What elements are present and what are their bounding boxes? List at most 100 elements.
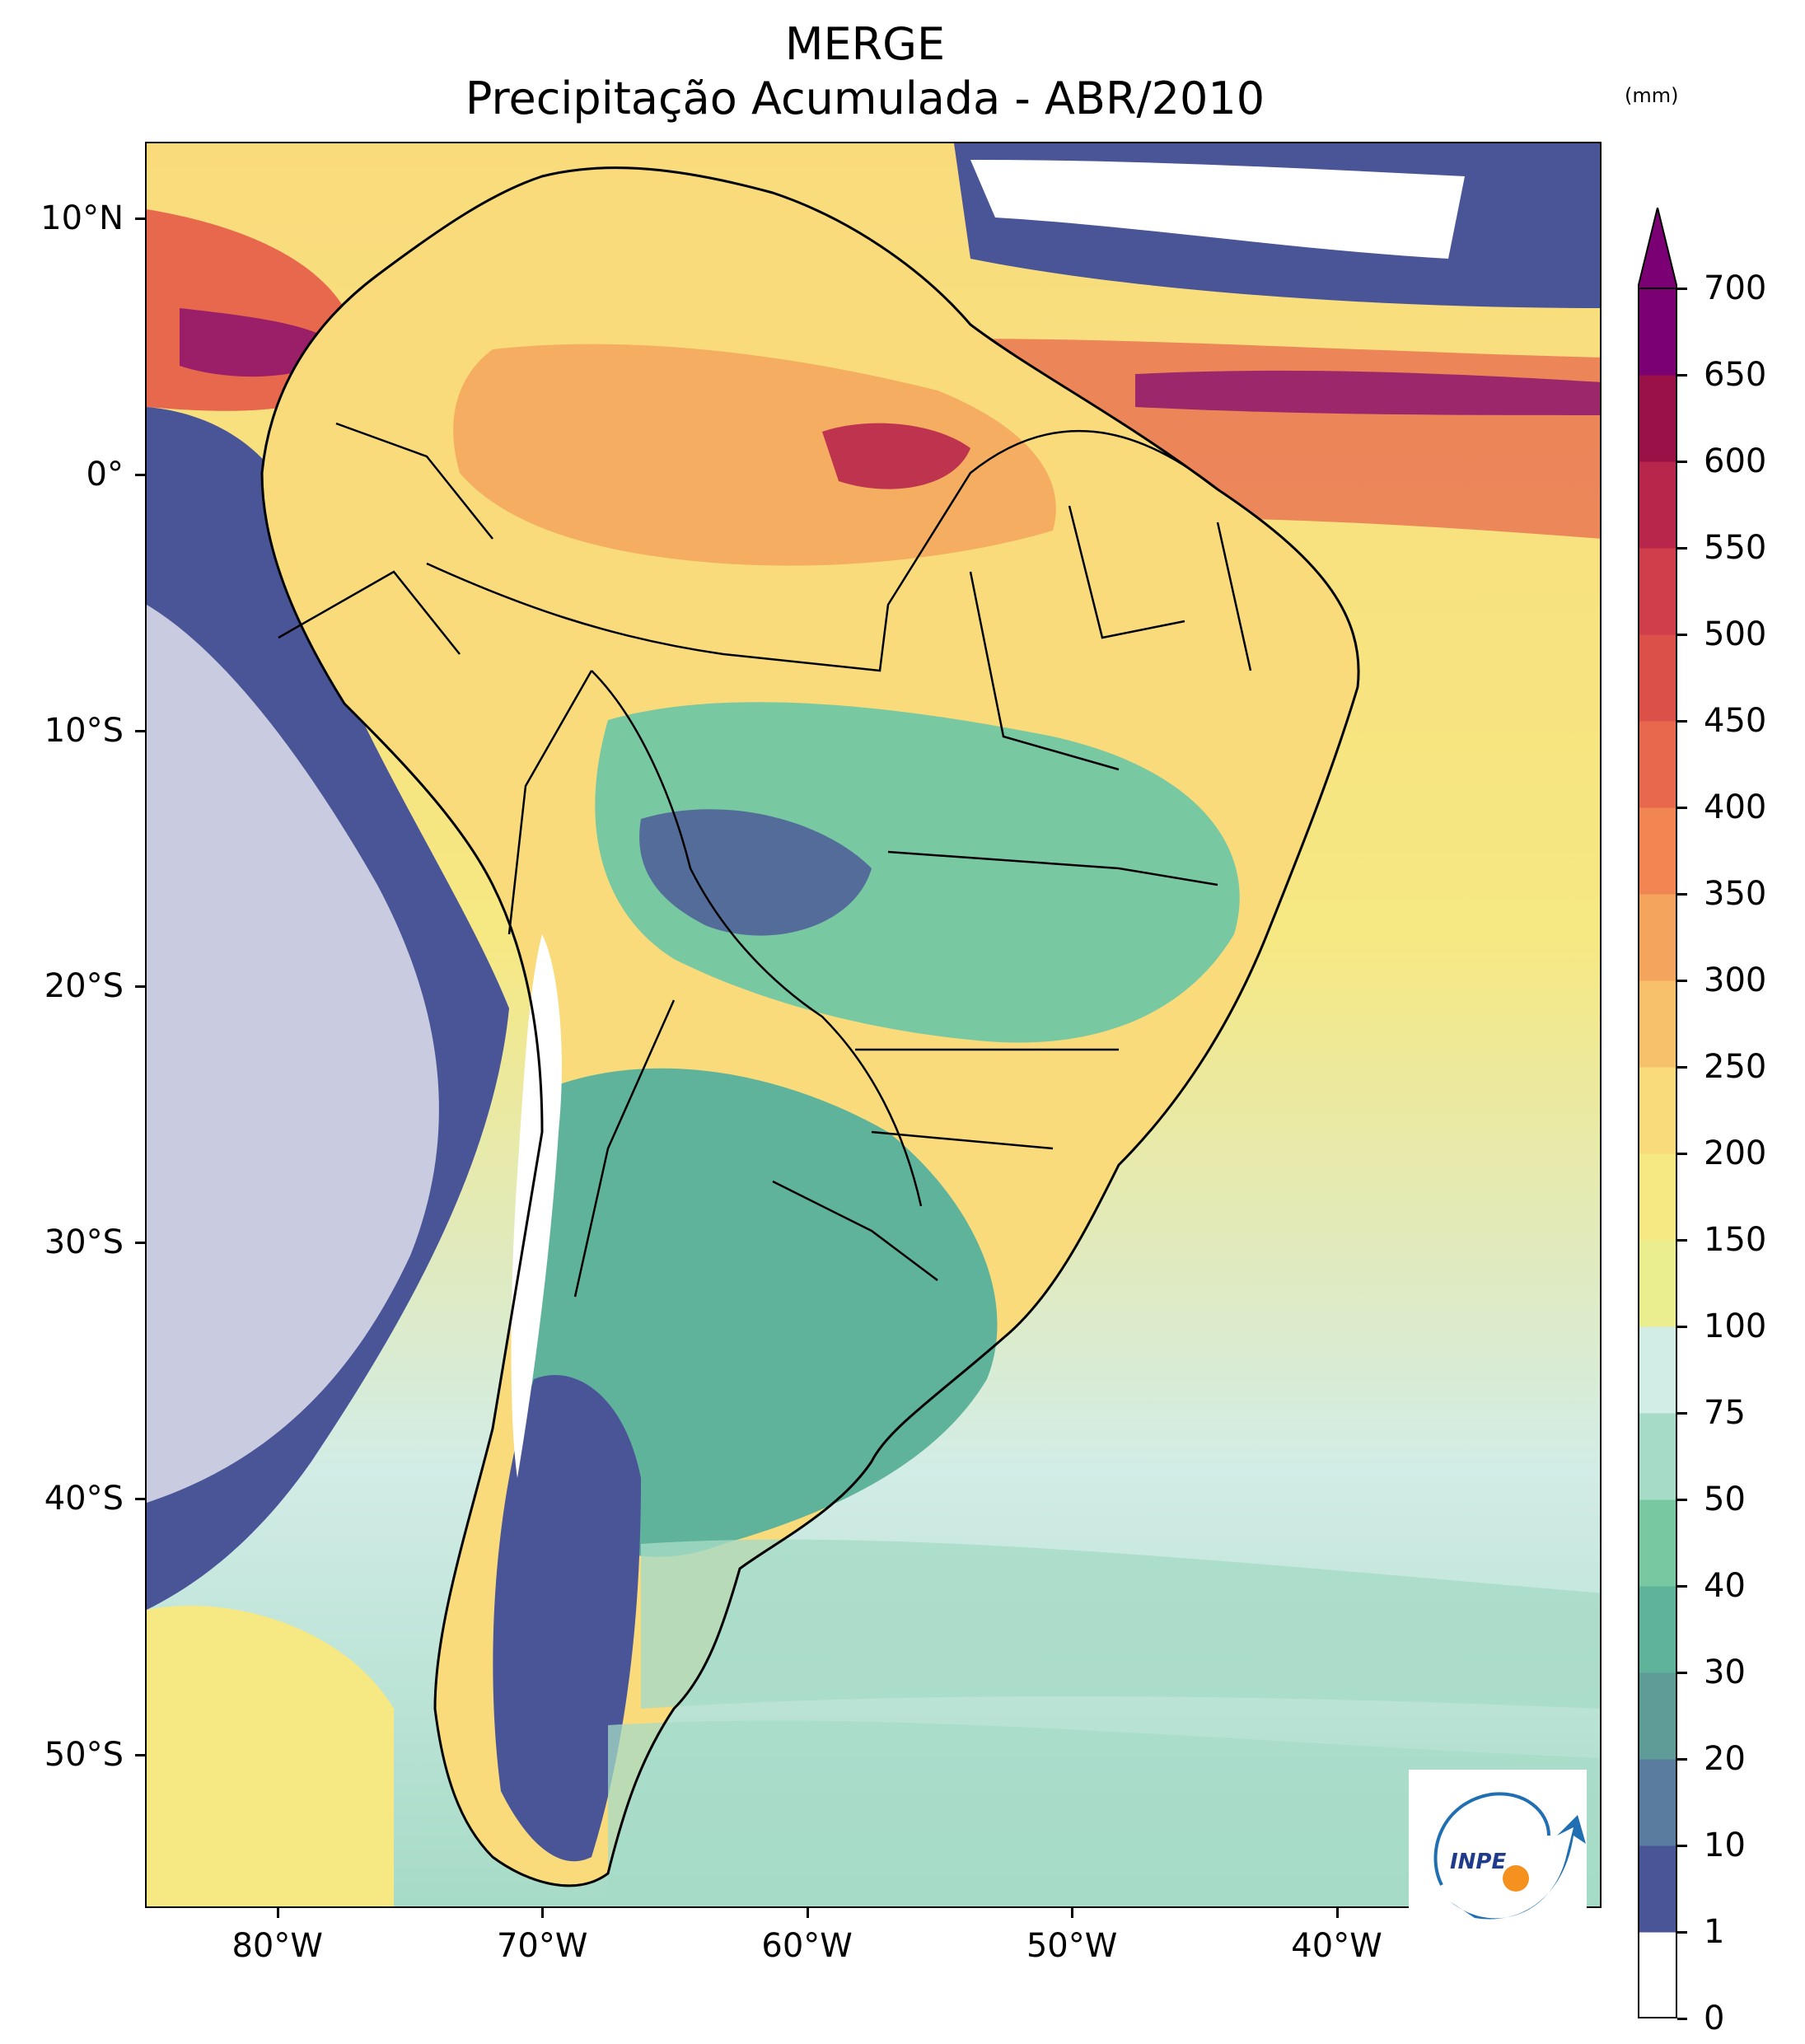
lat-tick bbox=[135, 1497, 145, 1500]
lat-tick bbox=[135, 473, 145, 476]
lon-tick bbox=[1071, 1908, 1074, 1918]
colorbar-tick-label: 300 bbox=[1704, 961, 1767, 999]
colorbar-segment bbox=[1638, 634, 1677, 722]
colorbar-segment bbox=[1638, 894, 1677, 981]
colorbar-tick bbox=[1677, 1845, 1687, 1847]
chart-subtitle: Precipitação Acumulada - ABR/2010 bbox=[465, 72, 1265, 124]
colorbar-segment bbox=[1638, 1326, 1677, 1414]
colorbar-tick bbox=[1677, 893, 1687, 896]
colorbar-tick-label: 400 bbox=[1704, 788, 1767, 826]
colorbar-segment bbox=[1638, 1067, 1677, 1154]
colorbar-segment bbox=[1638, 807, 1677, 895]
colorbar-tick bbox=[1677, 1326, 1687, 1328]
colorbar bbox=[1638, 208, 1677, 2018]
colorbar-tick-label: 650 bbox=[1704, 356, 1767, 394]
colorbar-tick-label: 200 bbox=[1704, 1134, 1767, 1172]
colorbar-tick-label: 250 bbox=[1704, 1048, 1767, 1086]
colorbar-segment bbox=[1638, 375, 1677, 462]
inpe-logo-graphic: INPE bbox=[1433, 1792, 1586, 1920]
country-borders bbox=[278, 422, 938, 1298]
colorbar-tick-label: 10 bbox=[1704, 1827, 1746, 1864]
south-atlantic-band bbox=[641, 1539, 1600, 1709]
central-brazil-area bbox=[595, 702, 1240, 1043]
colorbar-segment bbox=[1638, 1586, 1677, 1673]
colorbar-tick bbox=[1677, 1585, 1687, 1588]
colorbar-segment bbox=[1638, 461, 1677, 549]
coastline bbox=[260, 166, 1360, 1887]
lat-tick bbox=[135, 1753, 145, 1756]
chart-title: MERGE bbox=[784, 18, 946, 70]
south-pacific-field bbox=[147, 1606, 394, 1906]
colorbar-segment bbox=[1638, 1413, 1677, 1500]
colorbar-tick-label: 50 bbox=[1704, 1480, 1746, 1518]
colorbar-tick bbox=[1677, 547, 1687, 550]
andes-dry-strip bbox=[511, 934, 562, 1478]
lon-tick-label: 40°W bbox=[1291, 1927, 1382, 1965]
colorbar-segment bbox=[1638, 1845, 1677, 1933]
lat-tick-label: 20°S bbox=[44, 967, 124, 1006]
pantanal-dry bbox=[639, 809, 872, 936]
lat-tick-label: 10°N bbox=[40, 199, 124, 238]
lon-tick-label: 50°W bbox=[1026, 1927, 1118, 1965]
lon-tick bbox=[1335, 1908, 1339, 1918]
amazon-core bbox=[822, 423, 970, 489]
colorbar-tick-label: 600 bbox=[1704, 442, 1767, 480]
lat-tick-label: 10°S bbox=[44, 711, 124, 750]
colorbar-tick-label: 20 bbox=[1704, 1740, 1746, 1778]
colorbar-unit: (mm) bbox=[1625, 84, 1679, 107]
colorbar-tick bbox=[1677, 461, 1687, 463]
lon-tick-label: 80°W bbox=[231, 1927, 323, 1965]
precipitation-map bbox=[145, 142, 1602, 1908]
colorbar-tick-label: 700 bbox=[1704, 269, 1767, 307]
colorbar-tick bbox=[1677, 1499, 1687, 1501]
lat-tick-label: 0° bbox=[86, 455, 124, 493]
brazil-border-west bbox=[591, 670, 923, 1207]
colorbar-segment bbox=[1638, 1759, 1677, 1846]
south-atlantic-south bbox=[608, 1720, 1600, 1906]
colorbar-segment bbox=[1638, 1240, 1677, 1327]
colorbar-segment bbox=[1638, 1932, 1677, 2018]
colorbar-tick bbox=[1677, 807, 1687, 809]
lon-tick bbox=[276, 1908, 279, 1918]
lon-tick-label: 60°W bbox=[761, 1927, 853, 1965]
lon-tick-label: 70°W bbox=[496, 1927, 588, 1965]
colorbar-tick-label: 40 bbox=[1704, 1567, 1746, 1605]
southern-cone-area bbox=[514, 1068, 998, 1557]
lat-tick-label: 30°S bbox=[44, 1223, 124, 1262]
lat-tick-label: 50°S bbox=[44, 1735, 124, 1774]
colorbar-tick-label: 550 bbox=[1704, 529, 1767, 567]
colorbar-tick-label: 100 bbox=[1704, 1307, 1767, 1345]
colorbar-tick bbox=[1677, 980, 1687, 982]
colorbar-tick bbox=[1677, 2018, 1687, 2020]
colorbar-tick bbox=[1677, 1239, 1687, 1242]
colorbar-tick-label: 500 bbox=[1704, 615, 1767, 653]
colorbar-segment bbox=[1638, 721, 1677, 808]
colorbar-segment bbox=[1638, 288, 1677, 376]
colorbar-tick bbox=[1677, 634, 1687, 636]
colorbar-tick bbox=[1677, 720, 1687, 723]
inpe-logo-text: INPE bbox=[1450, 1850, 1506, 1874]
colorbar-tick bbox=[1677, 1672, 1687, 1674]
colorbar-tick bbox=[1677, 1758, 1687, 1761]
colorbar-tick bbox=[1677, 374, 1687, 377]
colorbar-segment bbox=[1638, 1153, 1677, 1241]
lat-tick bbox=[135, 1242, 145, 1245]
colorbar-segment bbox=[1638, 1672, 1677, 1760]
brazil-state-borders bbox=[855, 505, 1252, 1150]
lon-tick bbox=[806, 1908, 809, 1918]
amazon-wet-area bbox=[453, 344, 1056, 566]
inpe-logo: INPE bbox=[1409, 1770, 1587, 1941]
brazil-border-north bbox=[426, 429, 1218, 672]
colorbar-tick-label: 150 bbox=[1704, 1221, 1767, 1259]
itcz-core bbox=[1135, 370, 1600, 415]
lat-tick bbox=[135, 217, 145, 221]
lon-tick bbox=[541, 1908, 545, 1918]
colorbar-segment bbox=[1638, 548, 1677, 635]
colorbar-segment bbox=[1638, 980, 1677, 1068]
lat-tick bbox=[135, 729, 145, 732]
colorbar-tick bbox=[1677, 1066, 1687, 1069]
colorbar-tick bbox=[1677, 1153, 1687, 1155]
colorbar-tick bbox=[1677, 1412, 1687, 1415]
colorbar-tick bbox=[1677, 1931, 1687, 1934]
